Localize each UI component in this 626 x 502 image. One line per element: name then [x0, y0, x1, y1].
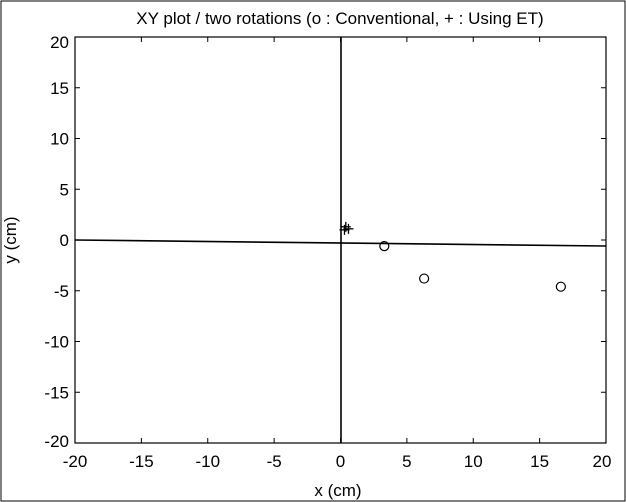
- conventional-point: [555, 281, 566, 292]
- y-tick-labels: 20 15 10 5 0 -5 -10 -15 -20: [44, 33, 69, 451]
- conventional-point: [419, 273, 430, 284]
- data-markers: [339, 221, 566, 292]
- y-axis-label: y (cm): [1, 216, 20, 263]
- et-point: [339, 224, 350, 235]
- x-axis-label: x (cm): [314, 481, 361, 500]
- chart-title: XY plot / two rotations (o : Conventiona…: [136, 9, 543, 28]
- x-tick-label: -5: [267, 452, 282, 471]
- y-tick-label: 5: [60, 180, 69, 199]
- x-tick-label: -15: [129, 452, 154, 471]
- y-tick-label: -10: [44, 333, 69, 352]
- ticks: [74, 36, 607, 444]
- y-tick-label: 0: [60, 231, 69, 250]
- x-tick-label: 10: [464, 452, 483, 471]
- y-tick-label: -5: [54, 282, 69, 301]
- x-tick-label: 15: [530, 452, 549, 471]
- x-tick-label: 0: [336, 452, 345, 471]
- y-tick-label: 20: [50, 33, 69, 52]
- y-tick-label: -15: [44, 383, 69, 402]
- x-tick-label: 20: [593, 452, 612, 471]
- x-tick-label: -10: [195, 452, 220, 471]
- x-tick-labels: -20 -15 -10 -5 0 5 10 15 20: [63, 452, 612, 471]
- y-tick-label: -20: [44, 432, 69, 451]
- y-tick-label: 15: [50, 79, 69, 98]
- x-tick-label: 5: [402, 452, 411, 471]
- conventional-point: [379, 240, 390, 252]
- y-tick-label: 10: [50, 130, 69, 149]
- x-tick-label: -20: [63, 452, 88, 471]
